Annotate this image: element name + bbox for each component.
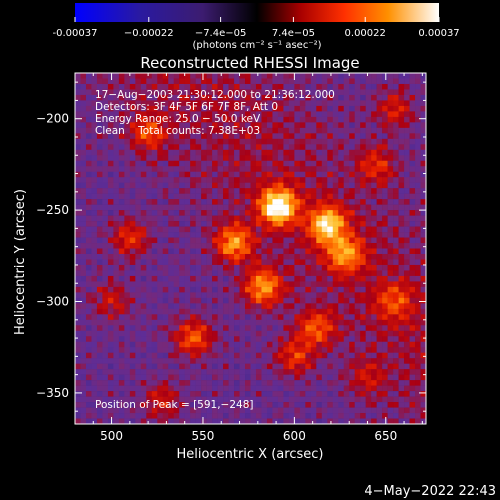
y-tick-label: −300 [36,295,69,309]
annotation-peak-position: Position of Peak = [591,−248] [95,399,254,411]
colorbar-tick-label: 0.00037 [418,28,459,39]
colorbar-tick-label: -0.00037 [53,28,98,39]
plot-title: Reconstructed RHESSI Image [140,54,359,72]
y-axis-title: Heliocentric Y (arcsec) [13,189,28,335]
annotation-time-range: 17−Aug−2003 21:30:12.000 to 21:36:12.000 [95,89,335,101]
heatmap-image [75,73,426,424]
x-axis-title: Heliocentric X (arcsec) [177,447,324,462]
axis-ticks: 500 550 600 650 −200 −250 −300 −350 [36,73,426,443]
annotation-detectors: Detectors: 3F 4F 5F 6F 7F 8F, Att 0 [95,101,278,113]
x-tick-label: 600 [283,429,306,443]
y-tick-label: −250 [36,203,69,217]
colorbar-tick-label: −0.00022 [124,28,174,39]
x-tick-label: 650 [374,429,397,443]
colorbar [75,3,439,22]
y-tick-label: −200 [36,112,69,126]
colorbar-unit-label: (photons cm⁻² s⁻¹ asec⁻²) [192,40,321,51]
annotation-energy-range: Energy Range: 25.0 − 50.0 keV [95,113,261,125]
colorbar-tick-label: 0.00022 [345,28,386,39]
colorbar-tick-label: 7.4e−05 [272,28,315,39]
annotation-method: Clean Total counts: 7.38E+03 [95,125,260,137]
x-tick-label: 550 [192,429,215,443]
colorbar-ticks: -0.00037 −0.00022 −7.4e−05 7.4e−05 0.00022 0.… [53,17,460,39]
y-tick-label: −350 [36,386,69,400]
colorbar-tick-label: −7.4e−05 [195,28,247,39]
timestamp-footer: 4−May−2022 22:43 [364,484,496,499]
x-tick-label: 500 [100,429,123,443]
plot-frame [74,72,427,425]
